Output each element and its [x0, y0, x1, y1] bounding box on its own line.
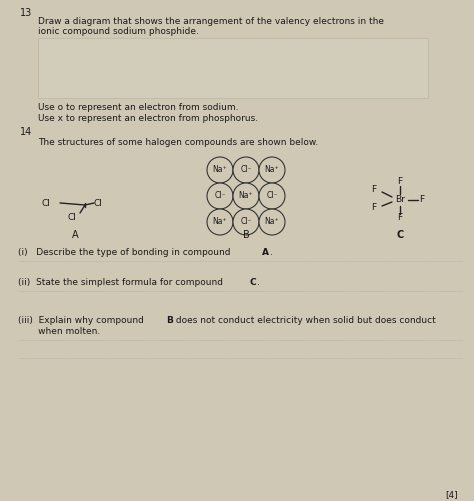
Text: Na⁺: Na⁺ — [239, 191, 253, 200]
Text: Cl⁻: Cl⁻ — [214, 191, 226, 200]
Bar — [38, 38, 428, 98]
Circle shape — [207, 209, 233, 235]
Text: .: . — [257, 278, 260, 287]
Text: does not conduct electricity when solid but does conduct: does not conduct electricity when solid … — [173, 316, 436, 325]
Text: A: A — [262, 248, 269, 257]
Text: 14: 14 — [20, 127, 32, 137]
Text: Na⁺: Na⁺ — [264, 165, 279, 174]
Text: Br: Br — [395, 195, 405, 204]
Text: Cl⁻: Cl⁻ — [240, 165, 252, 174]
Text: 13: 13 — [20, 8, 32, 18]
Text: (i)   Describe the type of bonding in compound: (i) Describe the type of bonding in comp… — [18, 248, 233, 257]
Text: F: F — [372, 185, 376, 194]
Text: (ii)  State the simplest formula for compound: (ii) State the simplest formula for comp… — [18, 278, 226, 287]
Circle shape — [233, 183, 259, 209]
Circle shape — [259, 183, 285, 209]
Text: Use o to represent an electron from sodium.: Use o to represent an electron from sodi… — [38, 103, 238, 112]
Circle shape — [259, 209, 285, 235]
Text: Draw a diagram that shows the arrangement of the valency electrons in the: Draw a diagram that shows the arrangemen… — [38, 17, 384, 26]
Text: A: A — [72, 230, 78, 240]
Text: Use x to represent an electron from phosphorus.: Use x to represent an electron from phos… — [38, 114, 258, 123]
Circle shape — [233, 157, 259, 183]
Circle shape — [233, 209, 259, 235]
Circle shape — [207, 157, 233, 183]
Text: [4]: [4] — [445, 490, 457, 499]
Text: B: B — [166, 316, 173, 325]
Text: Cl: Cl — [42, 199, 51, 208]
Text: Na⁺: Na⁺ — [213, 217, 228, 226]
Text: (iii)  Explain why compound: (iii) Explain why compound — [18, 316, 147, 325]
Text: when molten.: when molten. — [18, 327, 100, 336]
Text: B: B — [243, 230, 249, 240]
Text: .: . — [270, 248, 273, 257]
Text: F: F — [397, 177, 402, 186]
Circle shape — [259, 157, 285, 183]
Circle shape — [207, 183, 233, 209]
Text: Cl: Cl — [68, 213, 77, 222]
Text: F: F — [419, 195, 425, 204]
Text: ionic compound sodium phosphide.: ionic compound sodium phosphide. — [38, 27, 199, 36]
Text: C: C — [396, 230, 404, 240]
Text: Na⁺: Na⁺ — [213, 165, 228, 174]
Text: C: C — [250, 278, 256, 287]
Text: Cl⁻: Cl⁻ — [240, 217, 252, 226]
Text: Cl⁻: Cl⁻ — [266, 191, 278, 200]
Text: The structures of some halogen compounds are shown below.: The structures of some halogen compounds… — [38, 138, 318, 147]
Text: F: F — [372, 203, 376, 212]
Text: Na⁺: Na⁺ — [264, 217, 279, 226]
Text: Cl: Cl — [94, 199, 103, 208]
Text: F: F — [397, 213, 402, 222]
